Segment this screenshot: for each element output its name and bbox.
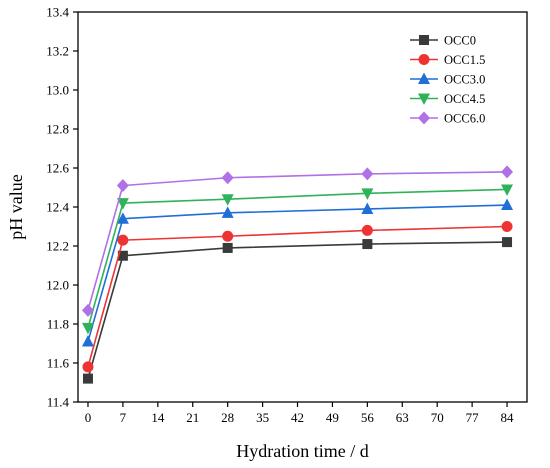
legend-item: OCC0 <box>410 34 476 48</box>
legend-marker <box>419 35 429 45</box>
data-point <box>501 184 514 196</box>
series-occ4-5 <box>81 184 514 335</box>
x-tick-label: 42 <box>291 410 304 425</box>
legend-item: OCC3.0 <box>410 72 485 87</box>
legend-label: OCC0 <box>444 34 476 48</box>
data-point <box>221 194 234 206</box>
y-tick-label: 13.0 <box>46 83 69 98</box>
x-tick-label: 84 <box>501 410 515 425</box>
series-line <box>87 204 508 342</box>
data-point <box>221 206 234 218</box>
y-tick-label: 11.8 <box>47 317 69 332</box>
data-point <box>116 198 129 210</box>
data-point <box>222 242 233 253</box>
data-point <box>501 165 514 179</box>
data-point <box>116 212 129 224</box>
x-tick-label: 21 <box>186 410 199 425</box>
series-line <box>87 171 508 311</box>
y-tick-label: 12.6 <box>46 161 69 176</box>
data-point <box>117 234 129 246</box>
x-tick-label: 28 <box>221 410 234 425</box>
legend-label: OCC4.5 <box>444 92 485 106</box>
x-tick-label: 7 <box>120 410 127 425</box>
legend-item: OCC4.5 <box>410 92 485 106</box>
data-point <box>361 202 374 214</box>
x-tick-label: 63 <box>396 410 409 425</box>
y-axis-title: pH value <box>6 174 26 239</box>
legend-marker <box>418 93 430 105</box>
data-point <box>117 250 128 261</box>
legend-label: OCC1.5 <box>444 53 485 67</box>
series-line <box>87 225 508 368</box>
y-tick-label: 12.0 <box>46 278 69 293</box>
data-point <box>81 335 94 347</box>
data-point <box>501 198 514 211</box>
data-point <box>82 361 94 373</box>
y-tick-label: 11.4 <box>47 395 70 410</box>
series-occ1-5 <box>82 221 513 373</box>
data-point <box>361 188 374 200</box>
x-tick-label: 35 <box>256 410 269 425</box>
series-occ0 <box>82 237 513 384</box>
x-tick-label: 77 <box>466 410 480 425</box>
series-occ6-0 <box>81 165 514 317</box>
legend-marker <box>418 54 430 65</box>
series-layer <box>81 165 514 384</box>
y-tick-label: 12.8 <box>46 122 69 137</box>
legend-marker <box>418 72 430 84</box>
data-point <box>81 303 94 317</box>
data-point <box>502 237 513 248</box>
axes: 0 7 14 21 28 35 42 49 56 63 70 77 84 11.4 11.6 11.8 12.0… <box>46 5 528 425</box>
series-line <box>87 241 508 379</box>
legend-item: OCC1.5 <box>410 53 485 67</box>
y-tick-label: 11.6 <box>47 356 70 371</box>
legend-label: OCC6.0 <box>444 112 485 126</box>
data-point <box>501 221 513 232</box>
x-tick-label: 49 <box>326 410 339 425</box>
legend-label: OCC3.0 <box>444 73 485 87</box>
legend-item: OCC6.0 <box>410 111 485 126</box>
series-occ3-0 <box>81 198 514 347</box>
data-point <box>82 373 93 384</box>
y-tick-label: 12.2 <box>46 239 69 254</box>
x-tick-label: 70 <box>431 410 444 425</box>
x-tick-label: 0 <box>85 410 92 425</box>
data-point <box>361 167 374 181</box>
data-point <box>362 239 373 250</box>
legend-marker <box>418 111 430 125</box>
y-tick-label: 13.4 <box>46 5 69 20</box>
data-point <box>116 179 129 193</box>
x-tick-label: 14 <box>151 410 165 425</box>
data-point <box>221 171 234 185</box>
y-tick-label: 12.4 <box>46 200 69 215</box>
x-axis-title: Hydration time / d <box>236 441 368 461</box>
y-tick-label: 13.2 <box>46 44 69 59</box>
data-point <box>222 230 234 242</box>
data-point <box>361 224 373 236</box>
legend: OCC0 OCC1.5 OCC3.0 OCC4.5 OCC6.0 <box>410 34 485 126</box>
data-point <box>81 322 94 335</box>
x-tick-label: 56 <box>361 410 375 425</box>
